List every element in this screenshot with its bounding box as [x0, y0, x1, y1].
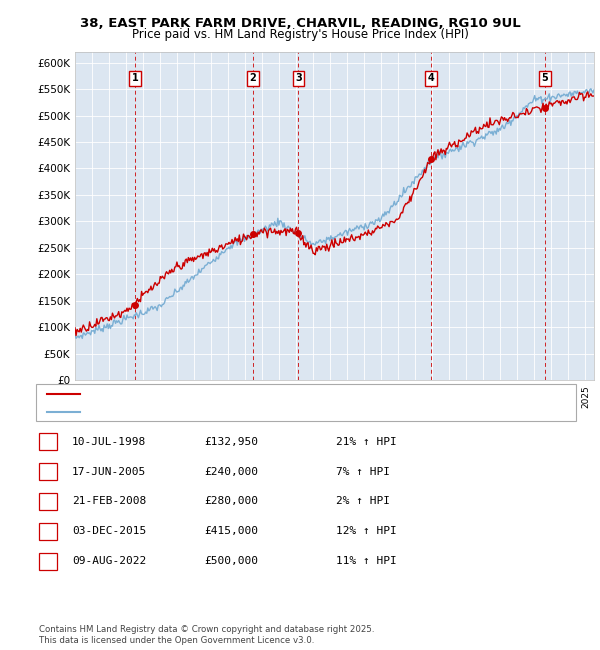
Text: 2% ↑ HPI: 2% ↑ HPI — [336, 497, 390, 506]
Text: 17-JUN-2005: 17-JUN-2005 — [72, 467, 146, 476]
Text: Price paid vs. HM Land Registry's House Price Index (HPI): Price paid vs. HM Land Registry's House … — [131, 28, 469, 41]
Text: 4: 4 — [428, 73, 434, 83]
Text: 5: 5 — [44, 556, 52, 566]
Text: £240,000: £240,000 — [204, 467, 258, 476]
Text: 38, EAST PARK FARM DRIVE, CHARVIL, READING, RG10 9UL (semi-detached house): 38, EAST PARK FARM DRIVE, CHARVIL, READI… — [86, 389, 491, 399]
Text: 3: 3 — [295, 73, 302, 83]
Text: 10-JUL-1998: 10-JUL-1998 — [72, 437, 146, 447]
Text: 1: 1 — [44, 437, 52, 447]
Text: 7% ↑ HPI: 7% ↑ HPI — [336, 467, 390, 476]
Text: 5: 5 — [541, 73, 548, 83]
Text: £132,950: £132,950 — [204, 437, 258, 447]
Text: 03-DEC-2015: 03-DEC-2015 — [72, 526, 146, 536]
Text: HPI: Average price, semi-detached house, Wokingham: HPI: Average price, semi-detached house,… — [86, 407, 351, 417]
Text: 21% ↑ HPI: 21% ↑ HPI — [336, 437, 397, 447]
Text: £280,000: £280,000 — [204, 497, 258, 506]
Text: 2: 2 — [250, 73, 256, 83]
Text: £415,000: £415,000 — [204, 526, 258, 536]
Text: 4: 4 — [44, 526, 52, 536]
Text: 21-FEB-2008: 21-FEB-2008 — [72, 497, 146, 506]
Text: 12% ↑ HPI: 12% ↑ HPI — [336, 526, 397, 536]
Text: 11% ↑ HPI: 11% ↑ HPI — [336, 556, 397, 566]
Text: 38, EAST PARK FARM DRIVE, CHARVIL, READING, RG10 9UL: 38, EAST PARK FARM DRIVE, CHARVIL, READI… — [80, 17, 520, 30]
Text: £500,000: £500,000 — [204, 556, 258, 566]
Text: Contains HM Land Registry data © Crown copyright and database right 2025.
This d: Contains HM Land Registry data © Crown c… — [39, 625, 374, 645]
Text: 1: 1 — [131, 73, 139, 83]
Text: 09-AUG-2022: 09-AUG-2022 — [72, 556, 146, 566]
Text: 3: 3 — [44, 497, 52, 506]
Text: 2: 2 — [44, 467, 52, 476]
